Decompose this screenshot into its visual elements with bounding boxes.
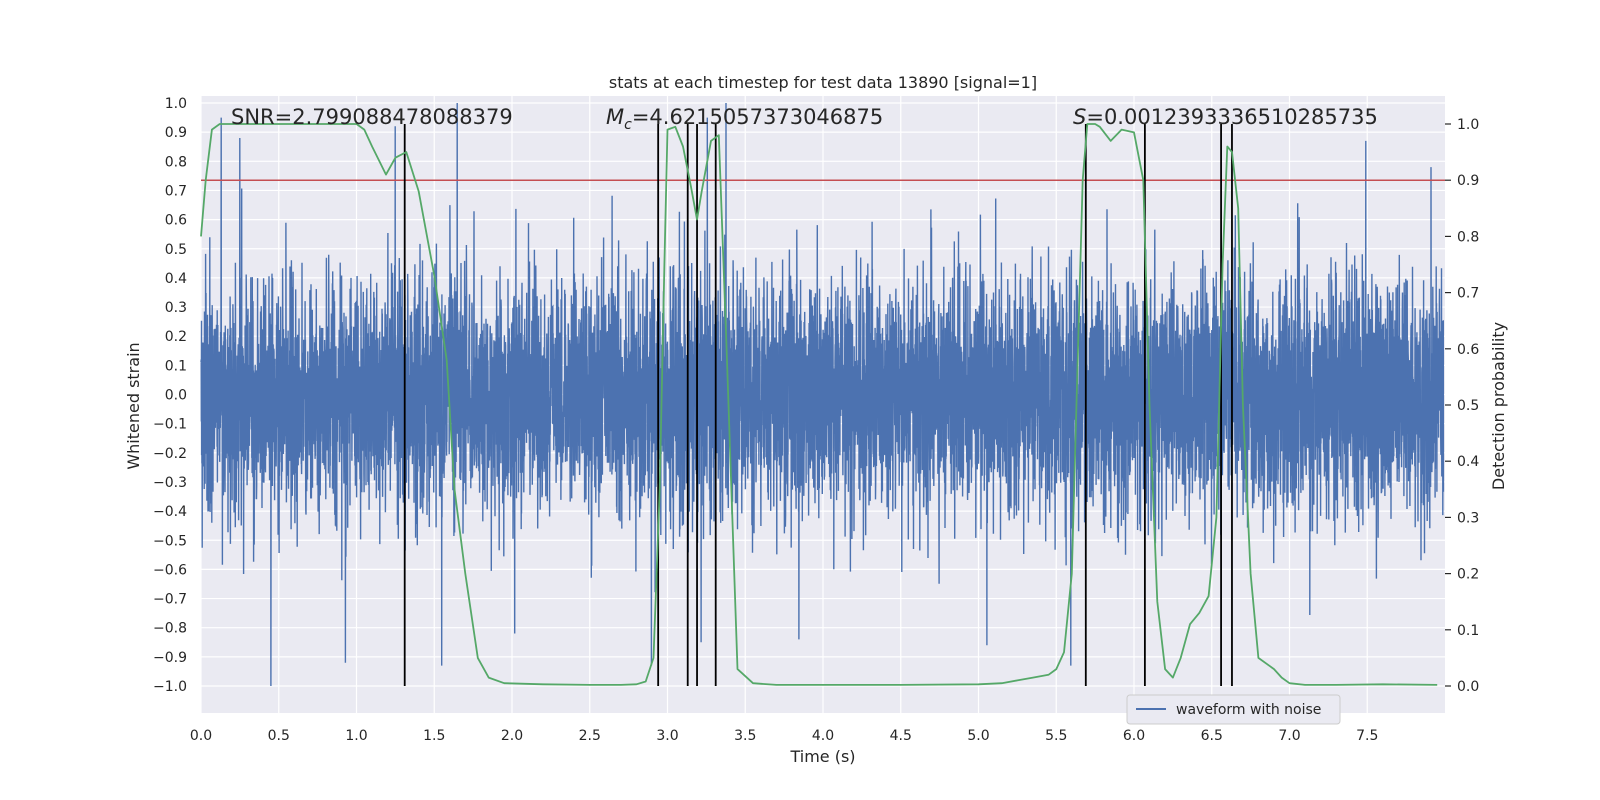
y-axis-ticks: 1.0 0.9 0.8 0.7 0.6 0.5 0.4 0.3 0.2 0.1 0.0 −0.1 −0.… [153, 96, 187, 695]
x-tick-label: 0.0 [190, 728, 212, 744]
x-tick-label: 4.0 [812, 728, 834, 744]
y-tick-label: 0.9 [165, 125, 187, 141]
y2-tick-label: 0.7 [1457, 286, 1479, 302]
s-symbol: S [1073, 105, 1086, 129]
s-annotation: S=0.0012393336510285735 [1073, 105, 1378, 129]
y-tick-label: −0.4 [153, 504, 187, 520]
y2-axis-ticks: 1.0 0.9 0.8 0.7 0.6 0.5 0.4 0.3 0.2 0.1 0.0 [1445, 117, 1479, 695]
x-tick-label: 3.0 [656, 728, 678, 744]
y-tick-label: 0.4 [165, 271, 187, 287]
x-tick-label: 7.0 [1278, 728, 1300, 744]
y2-tick-label: 0.1 [1457, 623, 1479, 639]
y-tick-label: −0.3 [153, 475, 187, 491]
probability-line [200, 123, 1438, 686]
x-tick-label: 2.5 [579, 728, 601, 744]
s-value: =0.0012393336510285735 [1086, 105, 1378, 129]
y-tick-label: −0.7 [153, 592, 187, 608]
y-tick-label: −0.1 [153, 417, 187, 433]
y-tick-label: −0.2 [153, 446, 187, 462]
chirp-mass-value: =4.6215057373046875 [632, 105, 883, 129]
y-tick-label: −1.0 [153, 679, 187, 695]
y-tick-label: 0.8 [165, 154, 187, 170]
y2-tick-label: 0.3 [1457, 510, 1479, 526]
x-tick-label: 5.0 [967, 728, 989, 744]
chirp-mass-annotation: Mc=4.6215057373046875 [606, 105, 883, 133]
y2-tick-label: 0.0 [1457, 679, 1479, 695]
probability-series [200, 123, 1438, 686]
waveform-line [200, 102, 1445, 687]
y-tick-label: 0.7 [165, 183, 187, 199]
y-tick-label: −0.6 [153, 562, 187, 578]
x-tick-label: 7.5 [1356, 728, 1378, 744]
y-axis-label: Whitened strain [124, 342, 143, 469]
x-tick-label: 6.0 [1123, 728, 1145, 744]
legend: waveform with noise [1126, 694, 1341, 725]
chirp-mass-subscript: c [624, 117, 632, 133]
x-tick-label: 4.5 [890, 728, 912, 744]
y-tick-label: −0.5 [153, 533, 187, 549]
y-tick-label: 0.1 [165, 358, 187, 374]
y2-tick-label: 1.0 [1457, 117, 1479, 133]
snr-annotation: SNR=2.799088478088379 [231, 105, 513, 129]
y-tick-label: 0.0 [165, 388, 187, 404]
y2-tick-label: 0.5 [1457, 398, 1479, 414]
x-tick-label: 6.5 [1201, 728, 1223, 744]
y-tick-label: −0.8 [153, 621, 187, 637]
y-tick-label: 0.3 [165, 300, 187, 316]
y2-tick-label: 0.6 [1457, 342, 1479, 358]
y2-tick-label: 0.8 [1457, 229, 1479, 245]
y-tick-label: 1.0 [165, 96, 187, 112]
x-tick-label: 0.5 [268, 728, 290, 744]
waveform-series [200, 102, 1445, 687]
x-tick-label: 5.5 [1045, 728, 1067, 744]
chart-title: stats at each timestep for test data 138… [609, 73, 1037, 92]
y2-tick-label: 0.9 [1457, 173, 1479, 189]
y-tick-label: 0.6 [165, 213, 187, 229]
legend-box [1126, 694, 1341, 725]
y2-tick-label: 0.2 [1457, 567, 1479, 583]
x-tick-label: 1.5 [423, 728, 445, 744]
chirp-mass-symbol: M [606, 105, 624, 129]
x-axis-ticks: 0.0 0.5 1.0 1.5 2.0 2.5 3.0 3.5 4.0 4.5 5.0 5.5 6.0 6… [190, 728, 1379, 744]
legend-label: waveform with noise [1176, 702, 1321, 718]
y-tick-label: 0.2 [165, 329, 187, 345]
x-axis-label: Time (s) [789, 747, 855, 766]
y-tick-label: 0.5 [165, 242, 187, 258]
x-tick-label: 3.5 [734, 728, 756, 744]
y2-axis-label: Detection probability [1489, 322, 1508, 490]
y2-tick-label: 0.4 [1457, 454, 1479, 470]
y-tick-label: −0.9 [153, 650, 187, 666]
x-tick-label: 2.0 [501, 728, 523, 744]
x-tick-label: 1.0 [345, 728, 367, 744]
